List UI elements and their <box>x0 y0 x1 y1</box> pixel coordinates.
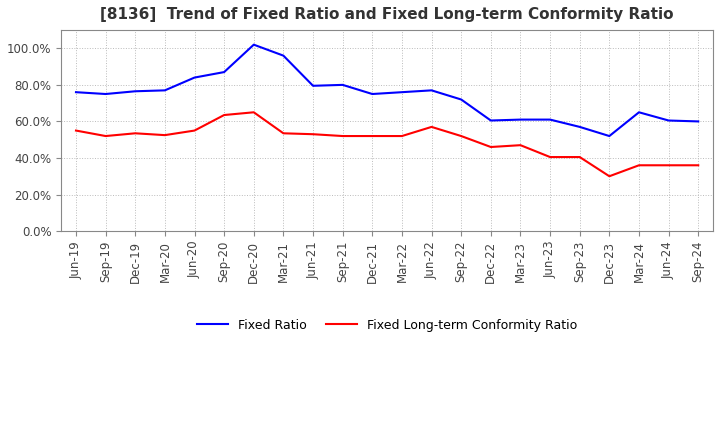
Fixed Ratio <box>457 97 466 102</box>
Fixed Long-term Conformity Ratio <box>605 174 613 179</box>
Fixed Long-term Conformity Ratio <box>102 133 110 139</box>
Fixed Long-term Conformity Ratio <box>220 112 228 117</box>
Fixed Long-term Conformity Ratio <box>131 131 140 136</box>
Fixed Long-term Conformity Ratio <box>457 133 466 139</box>
Fixed Long-term Conformity Ratio <box>368 133 377 139</box>
Fixed Long-term Conformity Ratio <box>249 110 258 115</box>
Fixed Long-term Conformity Ratio <box>516 143 525 148</box>
Fixed Ratio <box>516 117 525 122</box>
Fixed Ratio <box>368 92 377 97</box>
Fixed Long-term Conformity Ratio <box>634 163 643 168</box>
Fixed Ratio <box>546 117 554 122</box>
Fixed Ratio <box>694 119 703 124</box>
Fixed Ratio <box>397 90 406 95</box>
Fixed Ratio <box>72 90 81 95</box>
Fixed Ratio <box>309 83 318 88</box>
Fixed Ratio <box>575 124 584 129</box>
Fixed Long-term Conformity Ratio <box>694 163 703 168</box>
Fixed Long-term Conformity Ratio <box>161 132 169 138</box>
Fixed Long-term Conformity Ratio <box>72 128 81 133</box>
Fixed Ratio <box>487 118 495 123</box>
Title: [8136]  Trend of Fixed Ratio and Fixed Long-term Conformity Ratio: [8136] Trend of Fixed Ratio and Fixed Lo… <box>100 7 674 22</box>
Fixed Ratio <box>249 42 258 48</box>
Fixed Long-term Conformity Ratio <box>279 131 288 136</box>
Fixed Ratio <box>427 88 436 93</box>
Fixed Long-term Conformity Ratio <box>427 124 436 129</box>
Fixed Ratio <box>220 70 228 75</box>
Line: Fixed Long-term Conformity Ratio: Fixed Long-term Conformity Ratio <box>76 112 698 176</box>
Legend: Fixed Ratio, Fixed Long-term Conformity Ratio: Fixed Ratio, Fixed Long-term Conformity … <box>192 314 582 337</box>
Fixed Long-term Conformity Ratio <box>487 144 495 150</box>
Fixed Ratio <box>605 133 613 139</box>
Fixed Ratio <box>102 92 110 97</box>
Fixed Ratio <box>190 75 199 80</box>
Fixed Ratio <box>131 88 140 94</box>
Fixed Ratio <box>634 110 643 115</box>
Fixed Ratio <box>338 82 347 88</box>
Fixed Ratio <box>161 88 169 93</box>
Fixed Long-term Conformity Ratio <box>665 163 673 168</box>
Fixed Long-term Conformity Ratio <box>546 154 554 160</box>
Fixed Long-term Conformity Ratio <box>338 133 347 139</box>
Fixed Ratio <box>279 53 288 58</box>
Line: Fixed Ratio: Fixed Ratio <box>76 45 698 136</box>
Fixed Long-term Conformity Ratio <box>575 154 584 160</box>
Fixed Ratio <box>665 118 673 123</box>
Fixed Long-term Conformity Ratio <box>190 128 199 133</box>
Fixed Long-term Conformity Ratio <box>309 132 318 137</box>
Fixed Long-term Conformity Ratio <box>397 133 406 139</box>
